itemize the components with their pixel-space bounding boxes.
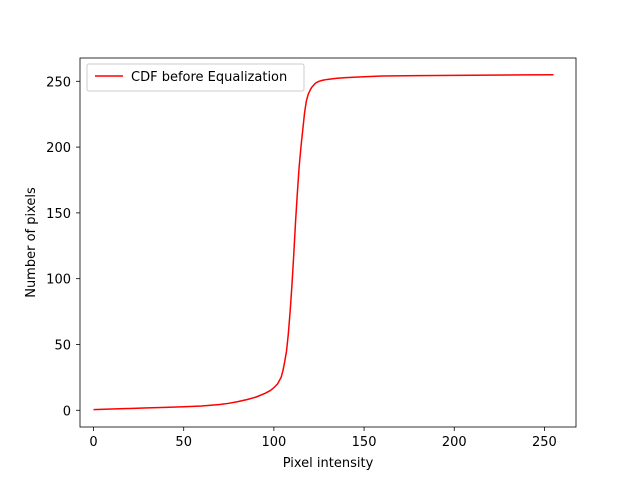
x-axis-label: Pixel intensity — [283, 456, 374, 471]
y-tick-label: 250 — [46, 75, 71, 90]
legend: CDF before Equalization — [86, 63, 305, 92]
plot-series — [93, 73, 554, 411]
plot-area-background — [80, 58, 576, 427]
legend-box — [86, 63, 305, 92]
y-tick-label: 0 — [63, 404, 71, 419]
x-tick-label: 0 — [89, 435, 97, 450]
series-line-cdf — [93, 73, 554, 411]
plot-frame — [79, 57, 577, 428]
x-tick-label: 200 — [442, 435, 467, 450]
y-tick-label: 200 — [46, 141, 71, 156]
axis-ticks: 0 50 100 150 200 250 0 50 100 150 200 250 — [46, 75, 557, 450]
x-tick-label: 250 — [532, 435, 557, 450]
y-axis-label: Number of pixels — [24, 187, 39, 298]
x-tick-label: 150 — [352, 435, 377, 450]
y-tick-label: 100 — [46, 273, 71, 288]
x-tick-label: 100 — [261, 435, 286, 450]
x-tick-label: 50 — [175, 435, 192, 450]
y-tick-label: 50 — [54, 338, 71, 353]
legend-label-cdf: CDF before Equalization — [131, 70, 287, 85]
y-tick-label: 150 — [46, 207, 71, 222]
